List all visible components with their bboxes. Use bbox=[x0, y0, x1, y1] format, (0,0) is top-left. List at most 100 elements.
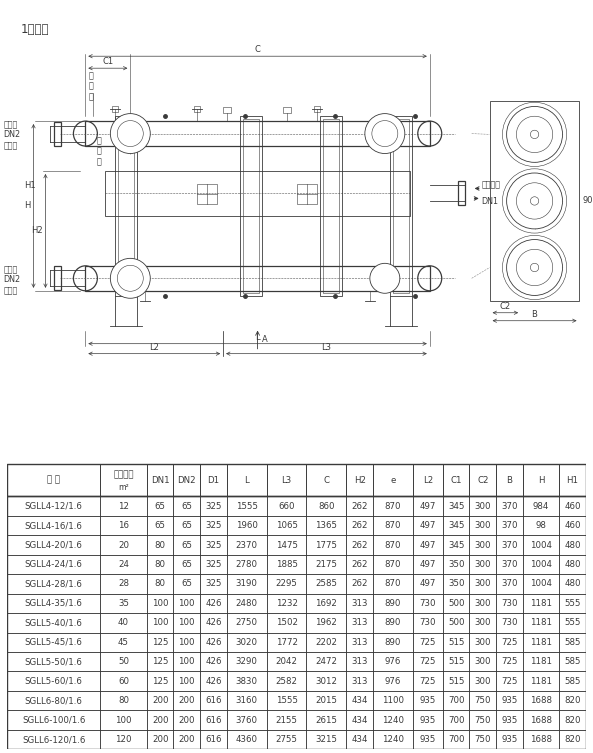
Text: 480: 480 bbox=[565, 560, 581, 569]
Text: 725: 725 bbox=[420, 657, 436, 666]
Text: 200: 200 bbox=[178, 715, 195, 724]
Text: 放
氣
孔: 放 氣 孔 bbox=[89, 72, 94, 101]
Text: 65: 65 bbox=[181, 541, 192, 550]
Text: 100: 100 bbox=[152, 599, 168, 608]
Text: 313: 313 bbox=[352, 657, 368, 666]
Text: 65: 65 bbox=[181, 521, 192, 530]
Text: 370: 370 bbox=[501, 541, 518, 550]
Text: A: A bbox=[262, 335, 267, 344]
Text: 1688: 1688 bbox=[530, 696, 552, 705]
Text: SGLL4-35/1.6: SGLL4-35/1.6 bbox=[25, 599, 82, 608]
Text: 870: 870 bbox=[385, 521, 401, 530]
Text: 2202: 2202 bbox=[315, 638, 337, 647]
Text: 3190: 3190 bbox=[235, 579, 257, 588]
Text: 350: 350 bbox=[448, 579, 464, 588]
Text: 2585: 2585 bbox=[315, 579, 337, 588]
Text: 616: 616 bbox=[205, 715, 222, 724]
Text: 65: 65 bbox=[155, 501, 165, 511]
Text: H2: H2 bbox=[353, 476, 366, 485]
Text: m²: m² bbox=[118, 483, 129, 492]
Text: 300: 300 bbox=[474, 657, 491, 666]
Text: 2480: 2480 bbox=[235, 599, 257, 608]
Text: 125: 125 bbox=[152, 677, 168, 686]
Text: 3760: 3760 bbox=[235, 715, 257, 724]
Text: DN1: DN1 bbox=[151, 476, 170, 485]
Text: 370: 370 bbox=[501, 501, 518, 511]
Text: 300: 300 bbox=[474, 501, 491, 511]
Text: 1232: 1232 bbox=[276, 599, 298, 608]
Text: 放
氣
孔: 放 氣 孔 bbox=[97, 136, 102, 166]
Text: SGLL4-24/1.6: SGLL4-24/1.6 bbox=[25, 560, 82, 569]
Text: 345: 345 bbox=[448, 501, 464, 511]
Text: SGLL4-12/1.6: SGLL4-12/1.6 bbox=[25, 501, 82, 511]
Bar bbox=[85, 121, 430, 146]
Text: 300: 300 bbox=[474, 521, 491, 530]
Text: 426: 426 bbox=[205, 657, 222, 666]
Text: 426: 426 bbox=[205, 638, 222, 647]
Text: D1: D1 bbox=[208, 476, 219, 485]
Text: 3020: 3020 bbox=[235, 638, 257, 647]
Text: 700: 700 bbox=[448, 735, 464, 744]
Text: 出水口: 出水口 bbox=[4, 265, 18, 274]
Text: 262: 262 bbox=[352, 501, 368, 511]
Text: 497: 497 bbox=[420, 541, 436, 550]
Text: 345: 345 bbox=[448, 541, 464, 550]
Circle shape bbox=[365, 114, 405, 154]
Text: 2780: 2780 bbox=[235, 560, 257, 569]
Text: 16: 16 bbox=[118, 521, 129, 530]
Text: 120: 120 bbox=[115, 735, 132, 744]
Text: 3012: 3012 bbox=[315, 677, 337, 686]
Text: 98: 98 bbox=[535, 521, 546, 530]
Text: SGLL6-120/1.6: SGLL6-120/1.6 bbox=[22, 735, 85, 744]
Text: 262: 262 bbox=[352, 579, 368, 588]
Text: L3: L3 bbox=[321, 343, 331, 352]
Text: SGLL5-40/1.6: SGLL5-40/1.6 bbox=[25, 618, 82, 627]
Text: SGLL5-45/1.6: SGLL5-45/1.6 bbox=[25, 638, 82, 647]
Text: 890: 890 bbox=[385, 618, 401, 627]
Text: B: B bbox=[506, 476, 512, 485]
Text: 434: 434 bbox=[352, 735, 368, 744]
Text: 1688: 1688 bbox=[530, 715, 552, 724]
Text: 100: 100 bbox=[178, 638, 195, 647]
Text: 497: 497 bbox=[420, 579, 436, 588]
Bar bbox=[390, 116, 412, 296]
Text: 進水口: 進水口 bbox=[4, 142, 18, 151]
Text: 100: 100 bbox=[178, 657, 195, 666]
Text: 1962: 1962 bbox=[315, 618, 337, 627]
Text: SGLL4-16/1.6: SGLL4-16/1.6 bbox=[25, 521, 82, 530]
Bar bbox=[115, 116, 138, 296]
Text: 28: 28 bbox=[118, 579, 129, 588]
Text: 80: 80 bbox=[118, 696, 129, 705]
Text: C1: C1 bbox=[451, 476, 462, 485]
Text: 497: 497 bbox=[420, 560, 436, 569]
Text: 325: 325 bbox=[205, 501, 222, 511]
Text: 370: 370 bbox=[501, 579, 518, 588]
Text: 65: 65 bbox=[181, 501, 192, 511]
Text: 426: 426 bbox=[205, 677, 222, 686]
Text: 500: 500 bbox=[448, 599, 464, 608]
Text: SGLL4-28/1.6: SGLL4-28/1.6 bbox=[25, 579, 82, 588]
Text: 730: 730 bbox=[420, 618, 436, 627]
Text: 976: 976 bbox=[385, 657, 401, 666]
Bar bbox=[119, 119, 134, 293]
Text: B: B bbox=[531, 309, 537, 319]
Text: 300: 300 bbox=[474, 618, 491, 627]
Text: DN2: DN2 bbox=[4, 130, 21, 139]
Text: 300: 300 bbox=[474, 638, 491, 647]
Text: 200: 200 bbox=[178, 735, 195, 744]
Text: 100: 100 bbox=[178, 599, 195, 608]
Text: L2: L2 bbox=[149, 343, 159, 352]
Text: 750: 750 bbox=[474, 696, 491, 705]
Text: 325: 325 bbox=[205, 579, 222, 588]
Text: 890: 890 bbox=[385, 638, 401, 647]
Text: DN2: DN2 bbox=[177, 476, 196, 485]
Text: 616: 616 bbox=[205, 735, 222, 744]
Bar bbox=[320, 116, 342, 296]
Text: 820: 820 bbox=[565, 696, 581, 705]
Text: 935: 935 bbox=[501, 715, 518, 724]
Text: 4360: 4360 bbox=[235, 735, 257, 744]
Text: C2: C2 bbox=[477, 476, 489, 485]
Text: 12: 12 bbox=[118, 501, 129, 511]
Text: 2615: 2615 bbox=[315, 715, 337, 724]
Text: 80: 80 bbox=[155, 579, 165, 588]
